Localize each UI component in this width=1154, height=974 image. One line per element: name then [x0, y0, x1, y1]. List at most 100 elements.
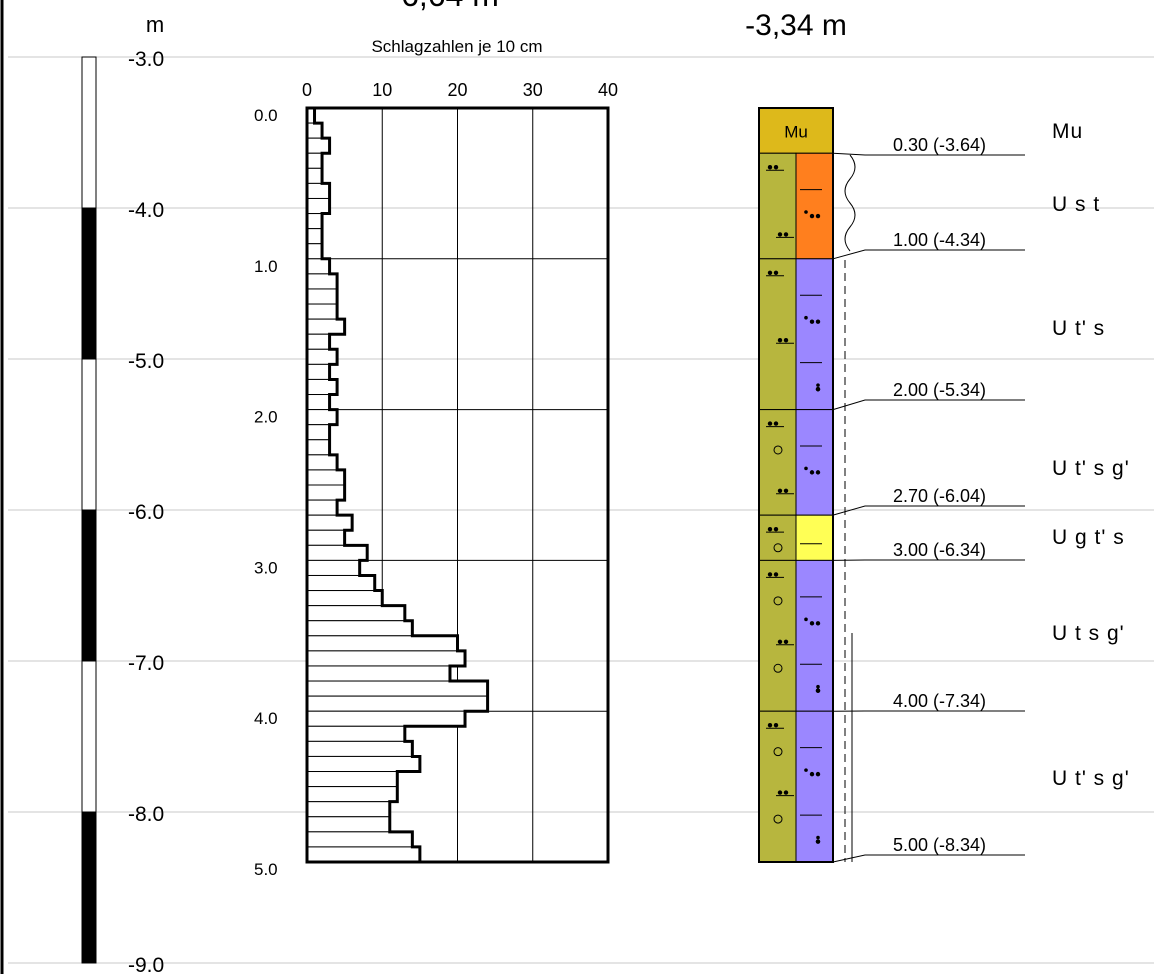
unit-label: m: [146, 12, 164, 37]
chart-y-tick-label: 5.0: [254, 860, 278, 879]
wavy-boundary-mark: [844, 154, 856, 252]
sand-dot-mark: [815, 621, 821, 626]
silt-dot-mark: [777, 338, 783, 343]
layer-depth-label: 1.00 (-4.34): [893, 230, 986, 250]
chart-bar: [306, 725, 406, 742]
chart-bar: [306, 197, 331, 215]
silt-dot-mark: [783, 790, 789, 795]
layer-label-leader: [832, 399, 1025, 411]
chart-bar: [306, 650, 466, 667]
silt-dot-mark: [777, 639, 783, 644]
sand-dot-mark: [816, 684, 820, 689]
layer-depth-label: 2.70 (-6.04): [893, 486, 986, 506]
penetration-chart: 0 10 20 30 40 0.0 1.0 2.0 3.0 4.0 5.0: [254, 80, 618, 879]
silt-dot-mark: [767, 270, 773, 275]
chart-bar: [306, 394, 331, 411]
chart-step-outline: [307, 106, 490, 864]
scale-bar-segment: [81, 358, 97, 511]
depth-scale: -3.0 -4.0 -5.0 -6.0 -7.0 -8.0 -9.0: [8, 48, 1154, 974]
chart-bar: [306, 544, 368, 561]
depth-tick-label: -8.0: [128, 803, 164, 826]
chart-bar: [306, 363, 331, 380]
profile-layer-left-fill: [758, 409, 797, 516]
chart-bar: [306, 816, 391, 833]
sand-dot-mark: [815, 771, 821, 777]
chart-bar: [306, 514, 353, 531]
chart-bar: [306, 348, 338, 365]
chart-bar: [306, 559, 361, 576]
sand-dot-mark: [816, 835, 820, 840]
silt-dot-mark: [777, 488, 783, 493]
chart-bar: [306, 710, 466, 727]
chart-bar: [306, 228, 323, 245]
chart-bar: [306, 122, 323, 139]
layer-description: U s t: [1052, 193, 1100, 216]
depth-tick-label: -5.0: [128, 350, 164, 373]
chart-x-tick-label: 30: [523, 80, 543, 100]
profile-layer-right-fill: [795, 258, 834, 411]
sand-dot-mark: [804, 466, 808, 471]
chart-bar: [306, 605, 406, 622]
layer-description: U t' s: [1052, 317, 1105, 340]
layer-depth-label: 4.00 (-7.34): [893, 691, 986, 711]
layer-depth-label: 2.00 (-5.34): [893, 380, 986, 400]
chart-bar: [306, 740, 413, 757]
scale-bar-segment: [81, 56, 97, 209]
chart-x-tick-label: 0: [302, 80, 312, 100]
chart-bar: [306, 182, 331, 199]
chart-bar: [306, 303, 338, 320]
header-elevation: -3,34 m: [745, 9, 847, 42]
chart-bar: [306, 590, 383, 607]
chart-bar: [306, 484, 346, 501]
chart-bar: [306, 831, 413, 848]
silt-dot-mark: [783, 338, 789, 343]
chart-bar: [306, 152, 323, 169]
chart-bar: [306, 288, 338, 305]
chart-bar: [306, 273, 338, 290]
profile-layer-left-fill: [758, 514, 797, 561]
chart-bar: [306, 137, 331, 154]
sand-dot-mark: [815, 213, 821, 219]
silt-dot-mark: [777, 790, 783, 795]
sand-dot-mark: [815, 839, 821, 844]
chart-bar: [306, 529, 346, 546]
soil-profile: Mu 0.30 (-3.64) Mu 1.00 (-4.34) U s t 2.00 (-…: [758, 107, 1129, 863]
profile-layer-left-fill: [758, 152, 797, 260]
chart-y-tick-label: 4.0: [254, 709, 278, 728]
sand-dot-mark: [804, 315, 808, 320]
profile-layer-right-fill: [795, 710, 834, 863]
sand-dot-mark: [804, 617, 808, 622]
profile-layer-right-fill: [795, 152, 834, 260]
layer-description: U t s g': [1052, 622, 1125, 645]
chart-bar: [306, 439, 331, 456]
profile-layer-left-fill: [758, 559, 797, 712]
layer-label-leader: [832, 854, 1025, 863]
profile-layer-right-fill: [795, 409, 834, 516]
chart-bar: [306, 243, 323, 260]
layer-description: Mu: [1052, 120, 1083, 143]
chart-x-tick-label: 10: [372, 80, 392, 100]
chart-bar: [306, 755, 421, 773]
silt-dot-mark: [767, 572, 773, 577]
chart-y-tick-label: 0.0: [254, 106, 278, 125]
chart-bar: [306, 665, 451, 682]
gravel-circle-mark: [773, 747, 783, 757]
silt-dot-mark: [773, 526, 779, 532]
chart-x-tick-label: 40: [598, 80, 618, 100]
profile-layer-right-fill: [795, 514, 834, 561]
layer-label-leader: [832, 505, 1025, 516]
scale-bar-segment: [81, 509, 97, 662]
layer-depth-label: 5.00 (-8.34): [893, 835, 986, 855]
silt-dot-mark: [773, 270, 779, 275]
layer-label-leader: [832, 249, 1025, 260]
layer-depth-label: 0.30 (-3.64): [893, 135, 986, 155]
silt-dot-mark: [783, 488, 789, 493]
chart-bar: [306, 258, 331, 275]
chart-x-tick-label: 20: [447, 80, 467, 100]
profile-layer-right-fill: [795, 559, 834, 712]
chart-bar: [306, 680, 489, 697]
scale-bar-segment: [81, 660, 97, 813]
layer-label-leader: [832, 152, 1025, 156]
silt-dot-mark: [773, 165, 779, 170]
